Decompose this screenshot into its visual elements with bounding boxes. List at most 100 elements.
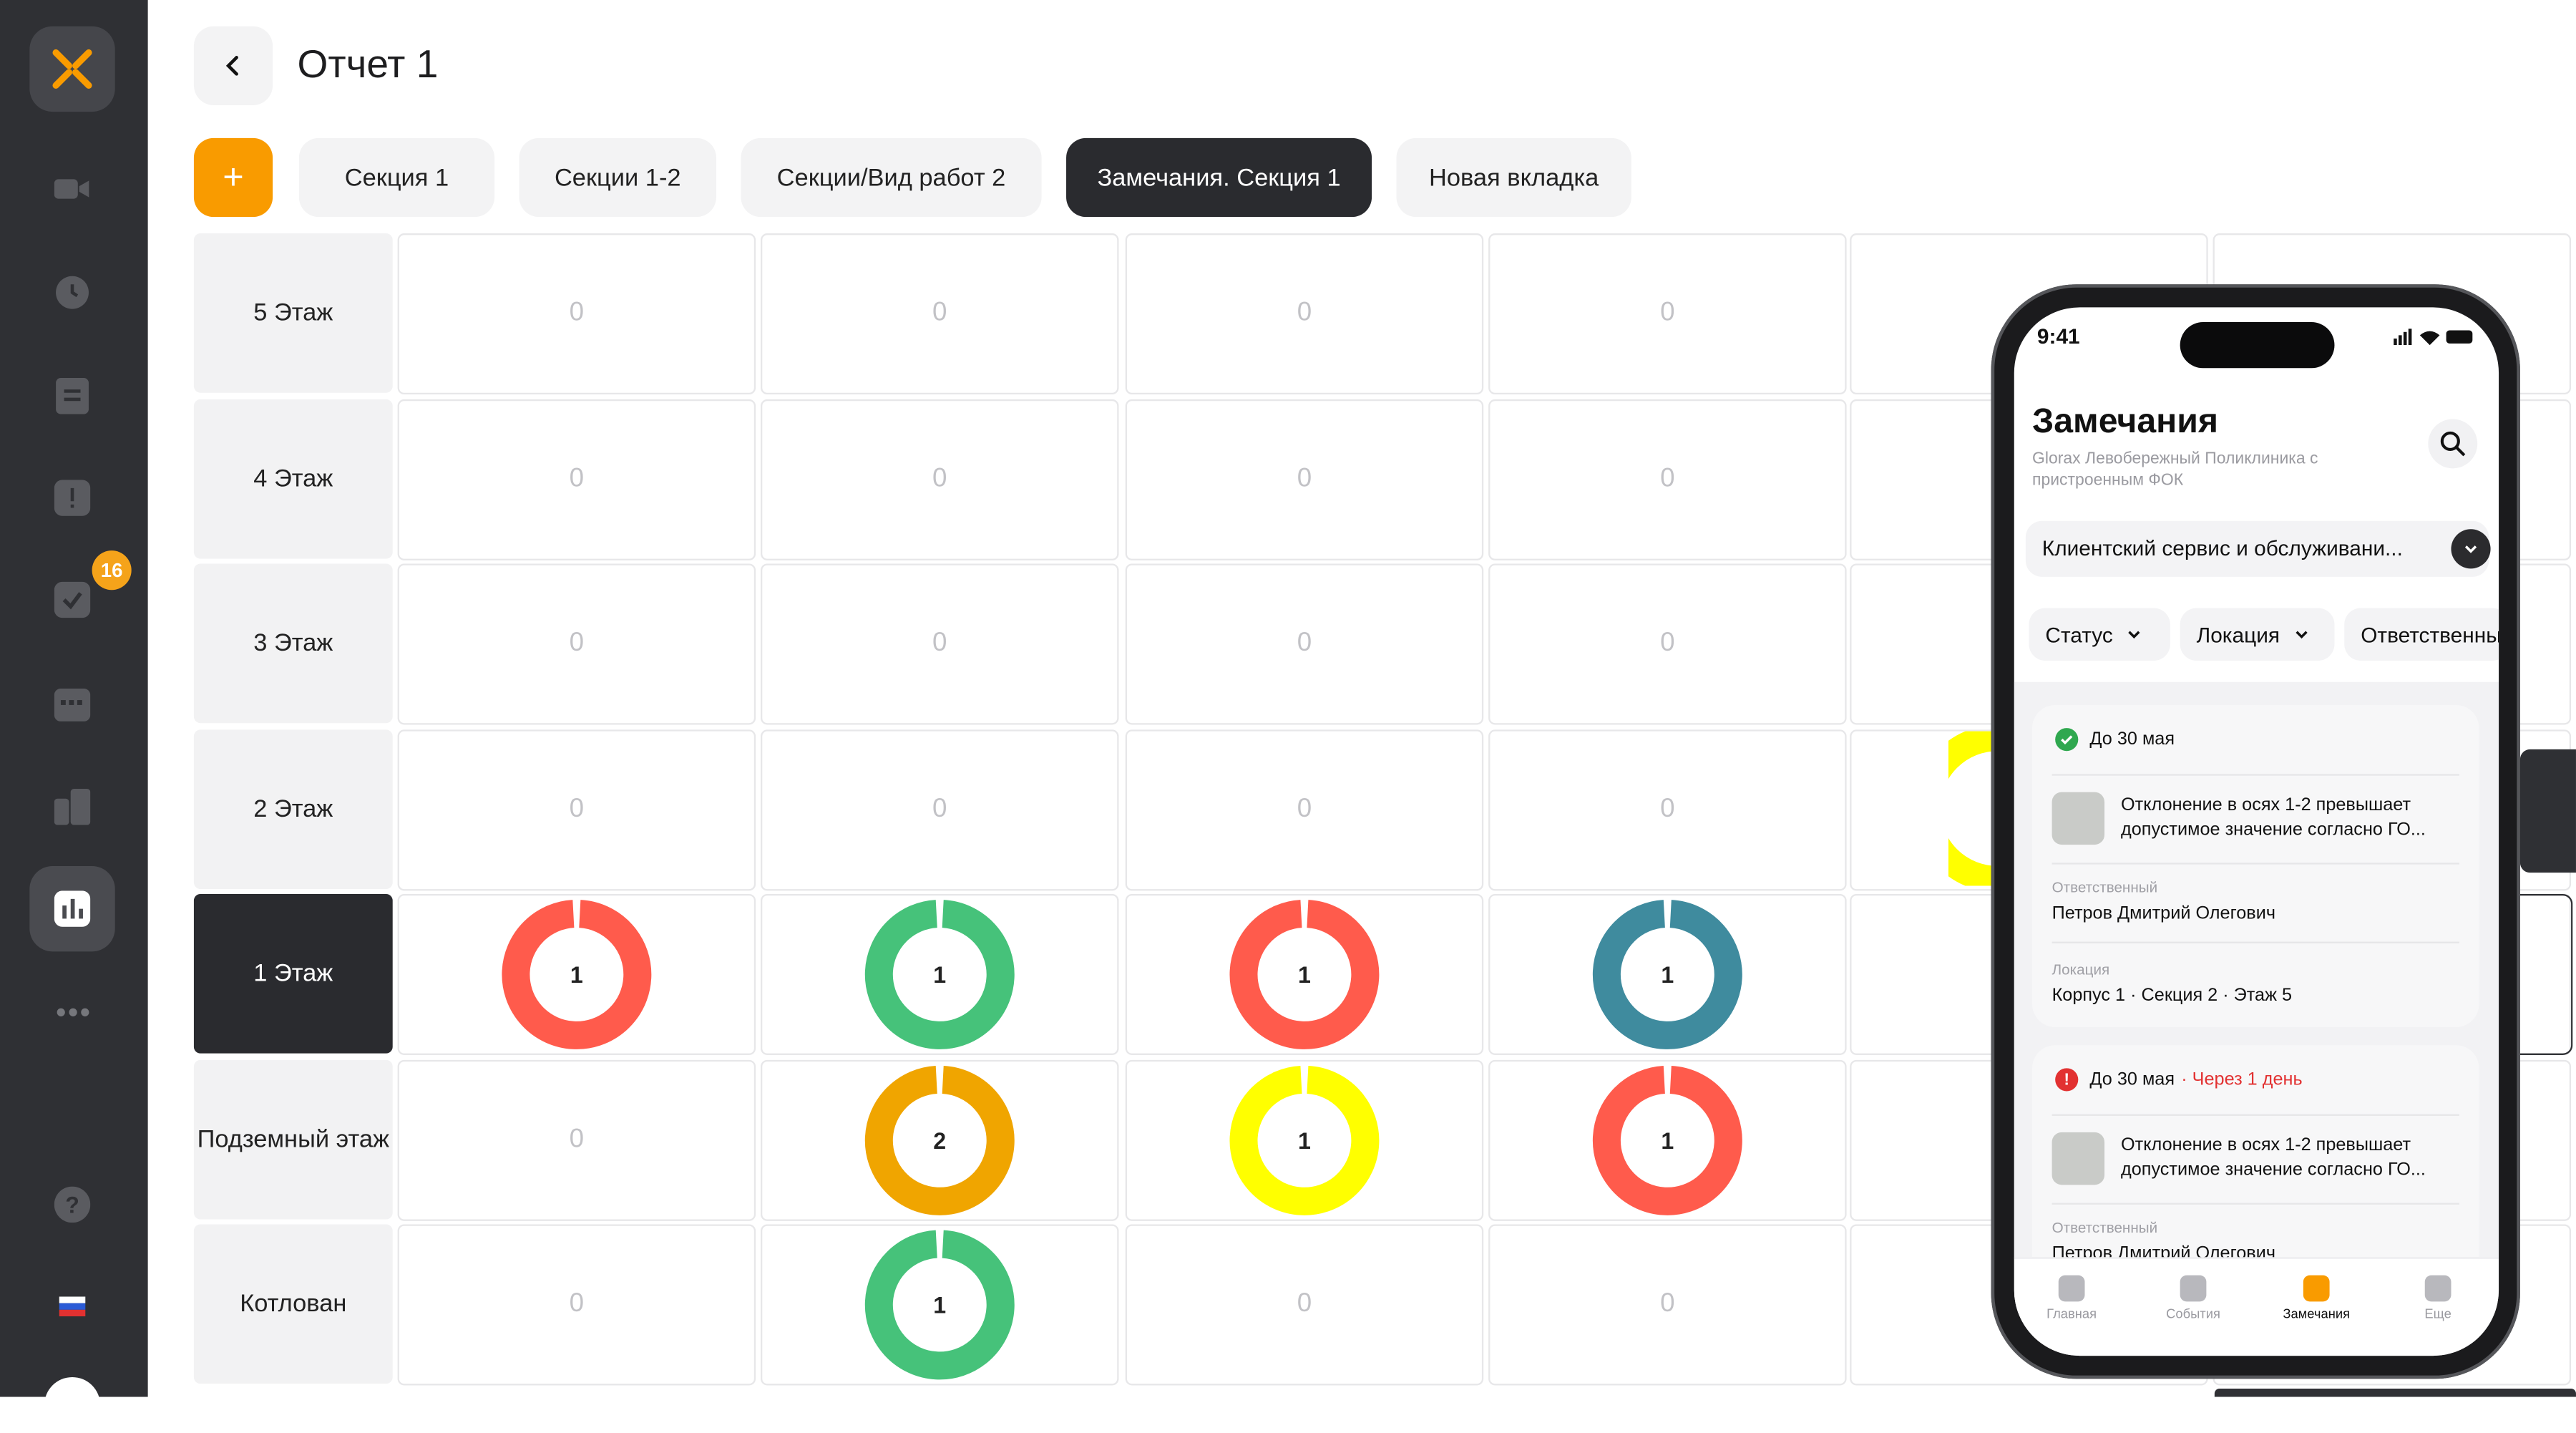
grid-cell[interactable]: 2 xyxy=(761,1059,1119,1221)
tab-new[interactable]: Новая вкладка xyxy=(1396,137,1631,218)
cell-value: 0 xyxy=(569,629,585,658)
filter-location[interactable]: Локация xyxy=(2180,608,2335,661)
phone-search-button[interactable] xyxy=(2428,419,2478,469)
row-label[interactable]: 2 Этаж xyxy=(193,729,393,890)
filter-label: Ответственный xyxy=(2361,621,2499,647)
status-time: 9:41 xyxy=(2036,324,2080,349)
edge-bar xyxy=(2214,1389,2576,1397)
grid-cell[interactable]: 0 xyxy=(397,1224,756,1386)
due-date: До 30 мая xyxy=(2089,1069,2175,1090)
alert-circle-icon: ! xyxy=(2055,1068,2079,1092)
tabbar-more[interactable]: Еще xyxy=(2389,1275,2487,1321)
grid-cell[interactable]: 0 xyxy=(761,729,1119,891)
remark-photo xyxy=(2051,792,2105,845)
app-logo[interactable] xyxy=(29,26,115,112)
grid-cell[interactable]: 1 xyxy=(397,893,756,1055)
calendar-icon[interactable] xyxy=(54,685,91,722)
check-circle-icon xyxy=(2055,728,2079,752)
grid-cell[interactable]: 1 xyxy=(1488,1059,1847,1221)
grid-cell[interactable]: 0 xyxy=(1125,729,1484,891)
buildings-icon[interactable] xyxy=(54,789,91,825)
edge-panel-outline xyxy=(2519,893,2573,1055)
responsible-label: Ответственный xyxy=(2051,1219,2158,1236)
donut-value: 1 xyxy=(570,961,583,988)
phone-screen: 9:41 Замечания Glorax Левобережный Полик… xyxy=(2014,307,2499,1356)
grid-cell[interactable]: 0 xyxy=(761,563,1119,725)
row-label[interactable]: 5 Этаж xyxy=(193,233,393,393)
document-icon[interactable] xyxy=(54,378,91,414)
cell-value: 0 xyxy=(1297,1290,1312,1318)
grid-cell[interactable]: 0 xyxy=(1488,233,1847,395)
tab-remarks-section-1[interactable]: Замечания. Секция 1 xyxy=(1066,137,1372,218)
filter-label: Статус xyxy=(2045,621,2113,647)
alert-icon[interactable] xyxy=(54,480,91,516)
tabbar-remarks[interactable]: Замечания xyxy=(2267,1275,2366,1321)
tabbar-events[interactable]: События xyxy=(2144,1275,2243,1321)
grid-cell[interactable]: 0 xyxy=(1125,563,1484,725)
filter-responsible[interactable]: Ответственный xyxy=(2344,608,2499,661)
grid-cell[interactable]: 1 xyxy=(1125,893,1484,1055)
cell-value: 0 xyxy=(932,795,947,824)
cell-value: 0 xyxy=(569,1125,585,1154)
grid-cell[interactable]: 0 xyxy=(1125,233,1484,395)
responsible-label: Ответственный xyxy=(2051,879,2158,896)
cell-value: 0 xyxy=(569,795,585,824)
edge-panel xyxy=(2519,749,2576,873)
grid-cell[interactable]: 0 xyxy=(1488,399,1847,560)
nav-reports[interactable] xyxy=(29,865,115,952)
clock-icon[interactable] xyxy=(54,274,91,311)
due-note: · Через 1 день xyxy=(2181,1069,2303,1090)
tab-section-1[interactable]: Секция 1 xyxy=(298,137,495,218)
grid-cell[interactable]: 1 xyxy=(1488,893,1847,1055)
dynamic-island xyxy=(2180,321,2335,369)
add-tab-button[interactable]: + xyxy=(193,137,273,218)
donut-indicator: 1 xyxy=(864,1229,1015,1380)
grid-cell[interactable]: 0 xyxy=(397,1059,756,1221)
filter-label: Локация xyxy=(2196,621,2280,647)
tabbar-home[interactable]: Главная xyxy=(2022,1275,2121,1321)
check-icon[interactable] xyxy=(54,581,91,618)
remark-card[interactable]: До 30 мая Отклонение в осях 1-2 превышае… xyxy=(2032,704,2479,1027)
cell-value: 0 xyxy=(932,465,947,493)
camera-icon[interactable] xyxy=(54,171,91,208)
grid-cell[interactable]: 0 xyxy=(761,233,1119,395)
remark-text: Отклонение в осях 1-2 превышает допустим… xyxy=(2121,1135,2426,1180)
project-select-value: Клиентский сервис и обслуживани... xyxy=(2041,535,2403,560)
grid-cell[interactable]: 0 xyxy=(1488,563,1847,725)
grid-cell[interactable]: 0 xyxy=(397,729,756,891)
chevron-left-icon xyxy=(225,56,238,76)
tabbar-label: Главная xyxy=(2046,1306,2097,1321)
row-label[interactable]: Подземный этаж xyxy=(193,1059,393,1220)
back-button[interactable] xyxy=(193,26,273,105)
grid-cell[interactable]: 1 xyxy=(761,893,1119,1055)
row-label[interactable]: Котлован xyxy=(193,1224,393,1384)
donut-value: 1 xyxy=(1297,1127,1311,1154)
notification-badge: 16 xyxy=(92,550,132,591)
grid-cell[interactable]: 0 xyxy=(1125,1224,1484,1386)
grid-cell[interactable]: 0 xyxy=(1488,1224,1847,1386)
donut-value: 2 xyxy=(933,1127,947,1154)
grid-cell[interactable]: 0 xyxy=(1125,399,1484,560)
row-label[interactable]: 3 Этаж xyxy=(193,563,393,724)
filter-status[interactable]: Статус xyxy=(2029,608,2170,661)
responsible-value: Петров Дмитрий Олегович xyxy=(2051,903,2276,924)
project-select[interactable]: Клиентский сервис и обслуживани... xyxy=(2025,520,2491,577)
row-label[interactable]: 4 Этаж xyxy=(193,399,393,559)
row-label[interactable]: 1 Этаж xyxy=(193,893,393,1054)
tab-sections-1-2[interactable]: Секции 1-2 xyxy=(519,137,717,218)
grid-cell[interactable]: 1 xyxy=(1125,1059,1484,1221)
help-icon[interactable]: ? xyxy=(54,1186,91,1223)
remark-photo xyxy=(2051,1132,2105,1185)
grid-cell[interactable]: 1 xyxy=(761,1224,1119,1386)
more-icon[interactable]: ••• xyxy=(56,996,92,1029)
tab-sections-work-type-2[interactable]: Секции/Вид работ 2 xyxy=(741,137,1042,218)
grid-cell[interactable]: 0 xyxy=(397,399,756,560)
flag-icon[interactable] xyxy=(54,1288,91,1325)
grid-cell[interactable]: 0 xyxy=(397,563,756,725)
avatar[interactable] xyxy=(44,1376,101,1433)
grid-cell[interactable]: 0 xyxy=(1488,729,1847,891)
grid-cell[interactable]: 0 xyxy=(397,233,756,395)
grid-cell[interactable]: 0 xyxy=(761,399,1119,560)
cell-value: 0 xyxy=(1660,795,1675,824)
home-icon xyxy=(2058,1275,2085,1302)
